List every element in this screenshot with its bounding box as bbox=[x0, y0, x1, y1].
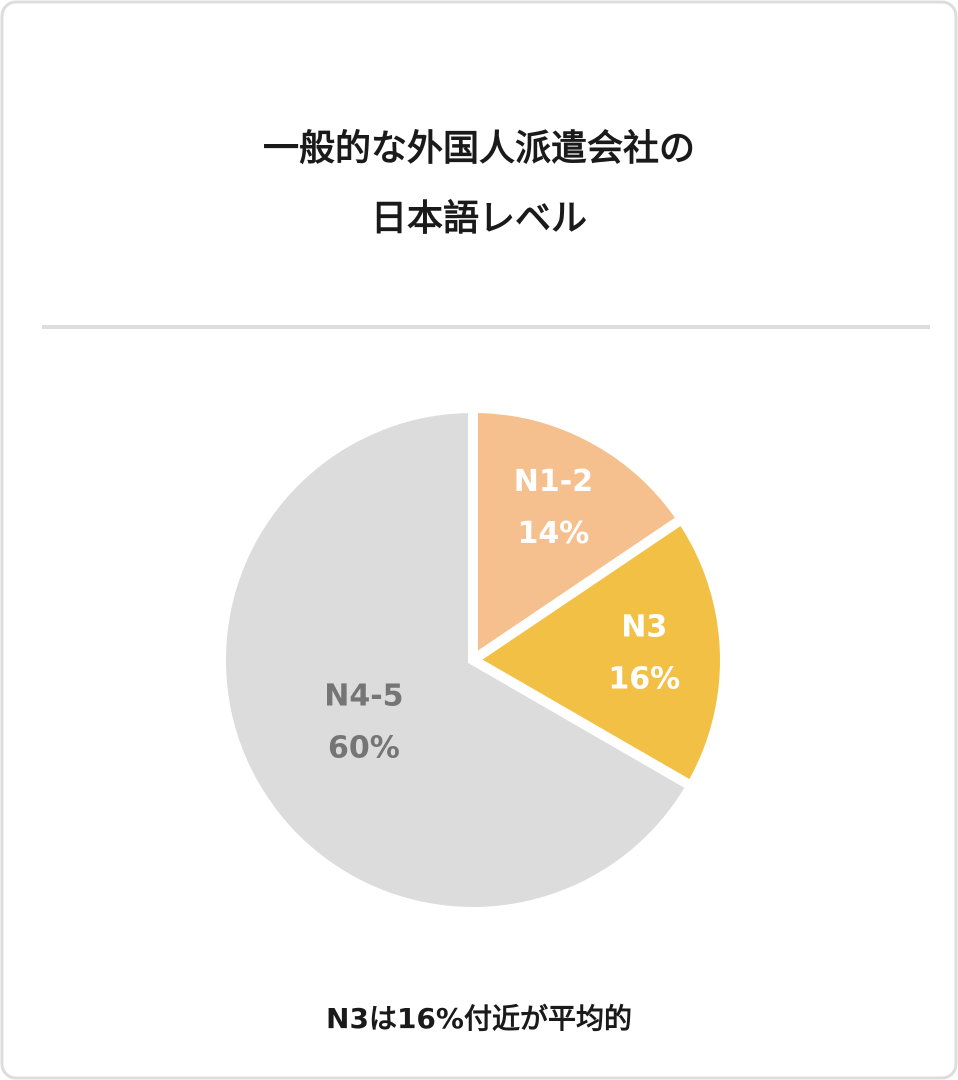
annotation: N3は16%付近が平均的 bbox=[326, 1002, 632, 1035]
pie-slice bbox=[216, 402, 699, 917]
pie-slice bbox=[463, 512, 730, 793]
slice-label: N4-5 bbox=[324, 679, 403, 714]
slice-label: N3 bbox=[621, 610, 667, 645]
chart-title: 日本語レベル bbox=[371, 198, 587, 239]
value-label: 16% bbox=[608, 662, 680, 697]
value-label: 60% bbox=[328, 731, 400, 766]
slice-label: N1-2 bbox=[514, 464, 593, 499]
chart-title: 一般的な外国人派遣会社の bbox=[263, 128, 695, 169]
pie-slice bbox=[468, 402, 689, 670]
value-label: 14% bbox=[518, 516, 590, 551]
